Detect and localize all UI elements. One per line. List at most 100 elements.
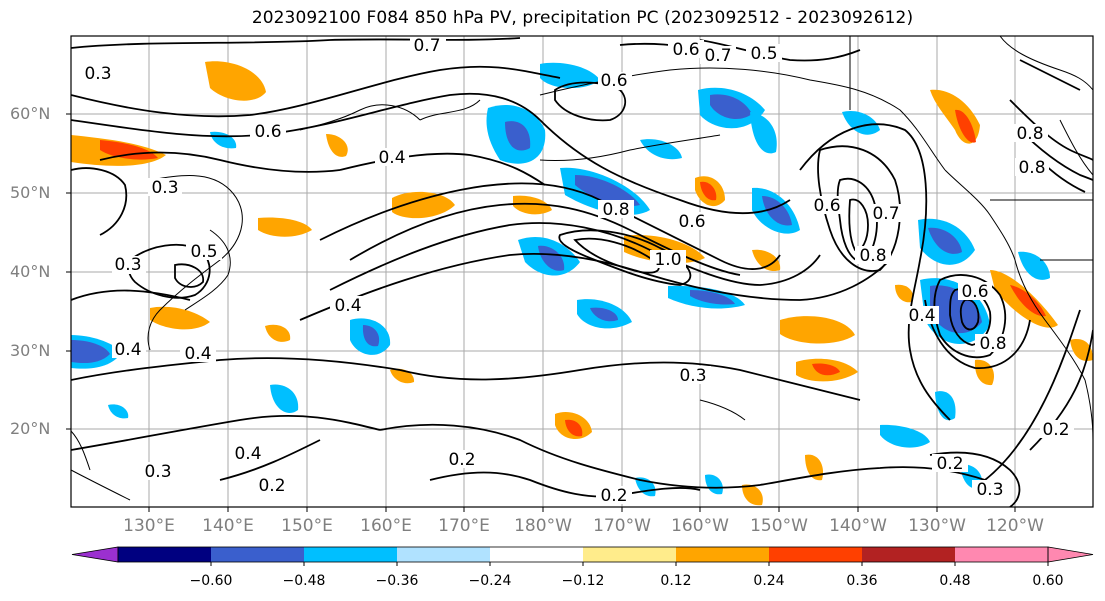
precipitation-shading [71,61,1093,506]
lon-label: 160°E [360,516,412,536]
precip-patch [928,227,962,254]
colorbar-tick-label: 0.60 [1032,573,1064,589]
contour-label: 0.4 [908,306,935,326]
precip-patch [108,404,129,419]
precip-patch [392,191,455,219]
precip-patch [150,306,210,330]
map-panel: 0.7 0.6 0.5 0.7 0.6 0.6 0.4 0.3 0.8 0.5 … [66,35,1094,512]
contour-label: 0.6 [961,282,988,302]
colorbar-segment [490,547,584,562]
contour-label: 0.4 [234,444,261,464]
contour-label: 0.2 [600,486,627,506]
contour-label: 0.2 [936,454,963,474]
precip-patch [955,109,976,143]
colorbar-tick-label: −0.60 [189,573,233,589]
precip-patch [750,112,777,154]
contour-label: 0.5 [190,242,217,262]
lon-label: 170°E [438,516,490,536]
contour-label: 0.2 [1042,420,1069,440]
contour-label: 0.3 [114,255,141,275]
colorbar [71,546,1094,566]
contour-label: 0.6 [813,196,840,216]
lat-label: 60°N [10,104,51,123]
colorbar-tick-label: 0.48 [939,573,971,589]
precip-patch [895,284,914,303]
precip-patch [265,324,291,342]
precip-patch [258,217,312,237]
colorbar-tick-label: −0.48 [282,573,326,589]
contour-label: 0.3 [144,462,171,482]
lat-label: 50°N [10,183,51,202]
contour-label: 0.2 [258,476,285,496]
lat-label: 40°N [10,262,51,281]
colorbar-tick-label: −0.36 [375,573,419,589]
colorbar-extend-left [71,546,119,563]
precip-patch [326,134,348,157]
precip-patch [700,181,717,201]
tick-marks [66,113,1016,512]
contour-label: 0.8 [1016,124,1043,144]
contour-label: 0.7 [704,46,731,66]
precip-patch [538,245,565,271]
lon-label: 140°E [202,516,254,536]
lon-label: 150°E [281,516,333,536]
precip-patch [710,94,752,120]
map-title: 2023092100 F084 850 hPa PV, precipitatio… [251,8,914,28]
contour-label: 0.3 [976,480,1003,500]
contour-label: 0.5 [750,44,777,64]
lon-label: 130°W [908,516,966,536]
colorbar-segment [769,547,863,562]
precip-patch [812,363,840,376]
precip-patch [930,285,982,334]
colorbar-tick-label: 0.12 [660,573,692,589]
precip-patch [690,290,735,305]
contour-label: 0.6 [678,212,705,232]
contour-label: 0.4 [378,148,405,168]
precip-patch [362,325,380,347]
contour-labels: 0.7 0.6 0.5 0.7 0.6 0.6 0.4 0.3 0.8 0.5 … [82,36,1074,506]
precip-patch [842,110,880,135]
precip-patch [505,121,531,151]
contour-label: 0.3 [84,64,111,84]
colorbar-segment [583,547,677,562]
colorbar-segment [676,547,770,562]
lon-label: 150°W [750,516,808,536]
precip-patch [575,175,640,207]
colorbar-segment [118,547,212,562]
precip-patch [205,61,266,101]
contour-label: 0.6 [254,122,281,142]
colorbar-segment [862,547,956,562]
contour-label: 0.8 [979,334,1006,354]
contour-label: 0.8 [1018,158,1045,178]
precip-patch [640,139,682,160]
precip-patch [513,195,552,215]
contour-label: 0.4 [114,340,141,360]
precip-patch [935,391,956,421]
lon-label: 170°W [593,516,651,536]
precip-patch [752,249,781,272]
colorbar-tick-label: 0.24 [753,573,785,589]
precip-patch [270,384,299,413]
contour-label: 0.4 [184,344,211,364]
colorbar-tick-label: 0.36 [846,573,878,589]
contour-label: 0.7 [413,36,440,56]
contour-label: 0.2 [448,450,475,470]
colorbar-segment [955,547,1049,562]
contour-label: 0.3 [679,366,706,386]
lon-label: 130°E [123,516,175,536]
colorbar-segment [397,547,491,562]
precip-patch [805,454,824,481]
precip-patch [742,484,763,506]
lon-label: 140°W [829,516,887,536]
contour-label: 0.8 [859,246,886,266]
precip-patch [880,424,930,448]
lon-label: 120°W [986,516,1044,536]
contour-label: 0.6 [672,40,699,60]
precip-patch [780,316,855,344]
precip-patch [762,196,792,226]
precip-patch [1018,251,1050,280]
precip-patch [210,131,237,149]
colorbar-segment [211,547,305,562]
precip-patch [705,474,723,495]
precip-patch [100,140,158,160]
